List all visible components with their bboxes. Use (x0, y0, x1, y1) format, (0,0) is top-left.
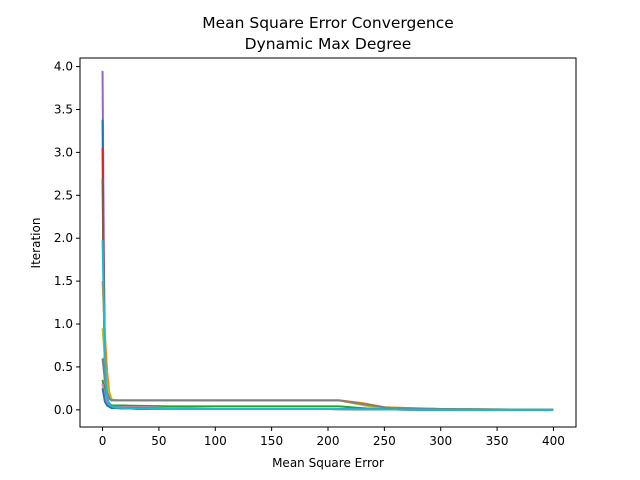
plot-lines (101, 70, 554, 411)
x-axis-label: Mean Square Error (272, 456, 384, 470)
x-axis-ticks: 0 50 100 150 200 250 300 350 400 (99, 427, 565, 448)
x-tick-label: 150 (260, 434, 283, 448)
x-tick-label: 50 (151, 434, 166, 448)
y-axis-label: Iteration (29, 218, 43, 269)
y-tick-label: 4.0 (54, 60, 73, 74)
y-tick-label: 0.5 (54, 360, 73, 374)
x-tick-label: 100 (204, 434, 227, 448)
y-tick-label: 2.0 (54, 231, 73, 245)
series-line (101, 239, 554, 411)
y-tick-label: 3.0 (54, 145, 73, 159)
y-tick-label: 0.0 (54, 403, 73, 417)
x-tick-label: 250 (373, 434, 396, 448)
y-tick-label: 2.5 (54, 188, 73, 202)
chart-subtitle: Dynamic Max Degree (245, 35, 412, 53)
x-tick-label: 300 (429, 434, 452, 448)
chart-title: Mean Square Error Convergence (202, 14, 454, 32)
x-tick-label: 200 (317, 434, 340, 448)
x-tick-label: 0 (99, 434, 107, 448)
y-tick-label: 3.5 (54, 102, 73, 116)
x-tick-label: 350 (486, 434, 509, 448)
y-tick-label: 1.0 (54, 317, 73, 331)
y-axis-ticks: 0.0 0.5 1.0 1.5 2.0 2.5 3.0 3.5 4.0 (54, 60, 80, 417)
x-tick-label: 400 (542, 434, 565, 448)
y-tick-label: 1.5 (54, 274, 73, 288)
